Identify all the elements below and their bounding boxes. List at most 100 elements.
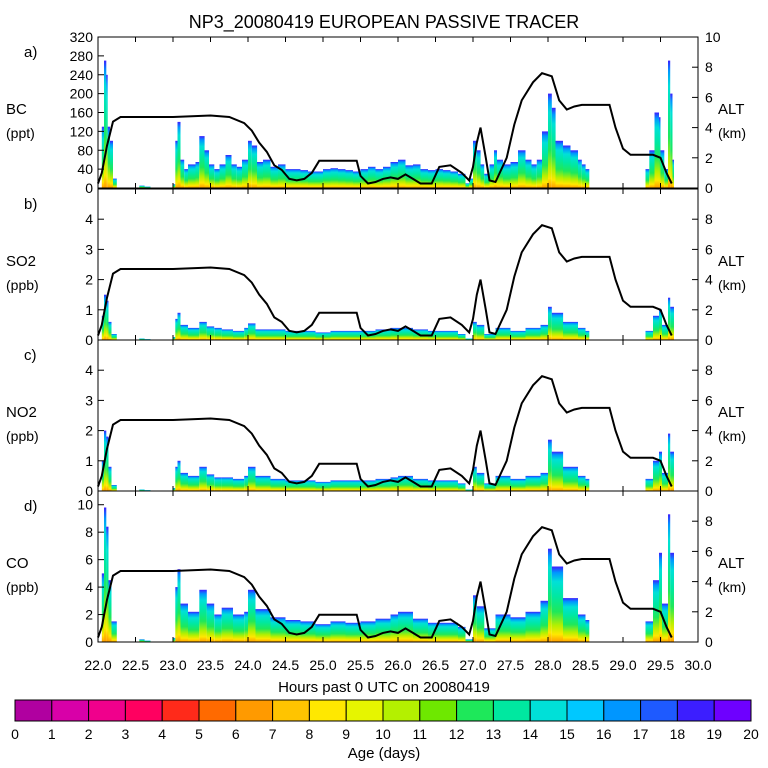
bar-mark <box>225 155 232 188</box>
alt-tick-label: 0 <box>705 483 713 499</box>
colorbar-tick-label: 0 <box>11 726 19 742</box>
y-tick-label: 8 <box>85 524 93 540</box>
bar-mark <box>188 327 196 340</box>
species-label: NO2 <box>6 404 37 421</box>
colorbar-swatch <box>603 699 642 722</box>
species-label: BC <box>6 101 27 118</box>
colorbar-swatch <box>640 699 678 722</box>
bar-mark <box>175 140 178 188</box>
bar-mark <box>494 150 497 189</box>
bar-mark <box>330 480 346 491</box>
colorbar-tick-label: 3 <box>122 726 130 742</box>
x-tick-label: 23.5 <box>197 657 224 673</box>
bar-mark <box>139 185 145 188</box>
alt-tick-label: 8 <box>705 513 713 529</box>
bar-mark <box>578 614 586 642</box>
bar-mark <box>428 480 443 491</box>
bar-mark <box>244 475 248 491</box>
panel-label: a) <box>24 44 37 61</box>
bar-mark <box>578 327 586 340</box>
bar-mark <box>345 622 361 642</box>
panel-label: b) <box>24 196 37 213</box>
y-tick-label: 2 <box>85 423 93 439</box>
colorbar-swatch <box>676 699 715 722</box>
alt-label: ALT <box>718 555 744 572</box>
bar-mark <box>375 329 391 340</box>
bar-mark <box>214 327 222 340</box>
bar-mark <box>270 329 286 340</box>
alt-tick-label: 2 <box>705 150 713 166</box>
y-tick-label: 1 <box>85 302 93 318</box>
bar-mark <box>180 603 188 642</box>
bar-mark <box>473 321 477 340</box>
bar-mark <box>195 611 200 642</box>
bar-mark <box>195 327 200 340</box>
bar-mark <box>390 477 398 491</box>
bar-mark <box>458 626 466 642</box>
bar-mark <box>270 166 278 188</box>
x-tick-label: 29.0 <box>609 657 636 673</box>
bar-mark <box>570 150 578 189</box>
bar-mark <box>293 169 301 188</box>
colorbar-tick-label: 11 <box>413 726 428 742</box>
species-label: CO <box>6 555 29 572</box>
bar-mark <box>458 334 466 340</box>
x-tick-label: 26.5 <box>422 657 449 673</box>
bar-mark <box>413 618 428 642</box>
bar-mark <box>206 326 215 340</box>
x-tick-label: 29.5 <box>647 657 674 673</box>
bar-mark <box>111 485 117 491</box>
bar-mark <box>489 164 494 188</box>
bar-mark <box>175 587 178 642</box>
x-tick-label: 23.0 <box>159 657 186 673</box>
bar-mark <box>540 324 548 340</box>
species-unit: (ppb) <box>6 428 39 444</box>
alt-tick-label: 0 <box>705 180 713 196</box>
colorbar-swatch <box>88 699 126 722</box>
colorbar-swatch <box>51 699 90 722</box>
colorbar-tick-label: 18 <box>670 726 686 742</box>
alt-tick-label: 8 <box>705 211 713 227</box>
bar-mark <box>104 507 107 642</box>
bar-mark <box>540 600 548 642</box>
bar-mark <box>330 621 346 642</box>
bar-mark <box>525 475 541 491</box>
colorbar-tick-label: 5 <box>195 726 203 742</box>
altitude-line <box>97 526 673 639</box>
alt-unit: (km) <box>718 277 746 293</box>
alt-label: ALT <box>718 101 744 118</box>
bar-mark <box>503 164 511 188</box>
bar-mark <box>662 472 668 491</box>
colorbar-tick-label: 20 <box>743 726 759 742</box>
bar-mark <box>214 614 222 642</box>
bar-mark <box>199 321 207 340</box>
bar-mark <box>659 451 662 491</box>
bar-mark <box>645 330 653 340</box>
bar-mark <box>495 475 511 491</box>
colorbar-swatch <box>713 699 752 722</box>
bar-mark <box>585 330 590 340</box>
bar-mark <box>255 609 271 642</box>
bar-mark <box>645 478 653 491</box>
bar-mark <box>106 300 109 340</box>
bar-mark <box>257 162 263 188</box>
alt-tick-label: 6 <box>705 392 713 408</box>
bar-mark <box>177 569 181 642</box>
bar-mark <box>144 640 151 642</box>
bar-mark <box>375 618 391 642</box>
bar-mark <box>548 439 552 491</box>
bar-mark <box>525 327 541 340</box>
y-tick-label: 240 <box>70 67 94 83</box>
colorbar-tick-label: 17 <box>633 726 649 742</box>
colorbar-tick-label: 10 <box>375 726 391 742</box>
bar-mark <box>231 164 237 188</box>
bar-mark <box>188 475 196 491</box>
bar-mark <box>177 121 181 188</box>
bar-mark <box>398 159 406 188</box>
bar-mark <box>221 329 233 340</box>
bar-mark <box>551 312 564 340</box>
bar-mark <box>465 183 470 188</box>
bar-mark <box>510 330 526 340</box>
bar-mark <box>209 164 215 188</box>
bar-mark <box>653 315 659 340</box>
